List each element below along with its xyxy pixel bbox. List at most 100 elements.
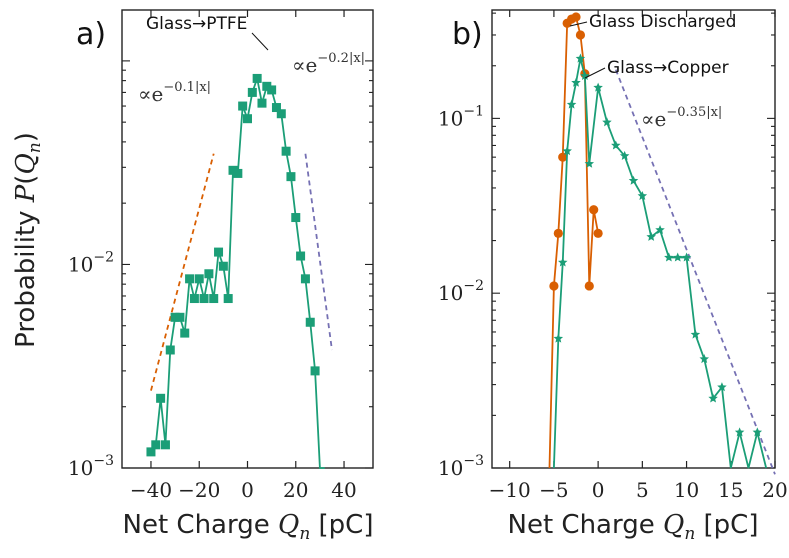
panel-a-fits: ∝e−0.1|x| ∝e−0.2|x|	[138, 51, 365, 391]
data-point	[170, 312, 180, 322]
data-point	[305, 317, 315, 327]
annotation-glass-ptfe: Glass→PTFE	[146, 14, 247, 34]
data-point	[619, 150, 630, 160]
data-point	[589, 205, 599, 215]
data-point	[575, 30, 586, 40]
data-point	[575, 53, 586, 63]
x-tick-label: 15	[718, 478, 743, 502]
fit-line	[614, 69, 776, 475]
x-tick-label: 0	[241, 478, 254, 502]
data-point	[557, 257, 568, 267]
data-point	[566, 99, 577, 109]
panel-a: a) −40 −20 0 20 40 10−2 10−3 ∝e−0.1|x| ∝e−0.2|x…	[68, 9, 374, 544]
panel-b-frame	[491, 9, 776, 469]
data-point	[175, 312, 185, 322]
panel-a-ticks: −40 −20 0 20 40 10−2 10−3	[68, 10, 373, 502]
data-point	[593, 82, 603, 92]
annotation-glass-copper: Glass→Copper	[607, 58, 729, 78]
data-point	[628, 175, 639, 185]
x-tick-label: 40	[331, 478, 356, 502]
annotation-glass-discharged: Glass Discharged	[589, 12, 736, 32]
x-tick-label: −40	[130, 478, 172, 502]
data-point	[257, 98, 267, 108]
x-tick-label: 20	[762, 478, 787, 502]
data-point	[228, 165, 238, 175]
data-point	[165, 345, 175, 355]
y-axis-label: Probability P(Qn)	[11, 132, 45, 348]
data-point	[690, 329, 701, 339]
data-point	[584, 281, 594, 291]
x-tick-label: −5	[539, 478, 568, 502]
data-point	[247, 87, 257, 97]
data-point	[146, 447, 156, 457]
data-point	[553, 228, 563, 238]
panel-b-series	[548, 12, 768, 469]
panel-b-label: b)	[452, 17, 483, 52]
data-point	[562, 146, 572, 156]
data-point	[267, 85, 277, 95]
y-tick-label: 10−3	[68, 453, 114, 480]
data-point	[558, 152, 568, 162]
data-point	[199, 294, 209, 304]
data-point	[223, 294, 233, 304]
data-point	[699, 354, 710, 364]
data-point	[151, 440, 161, 450]
data-point	[717, 382, 727, 392]
data-point	[681, 252, 692, 262]
y-tick-label: 10−1	[438, 103, 484, 130]
data-point	[243, 114, 252, 124]
data-point	[584, 158, 595, 168]
fit-label: ∝e−0.2|x|	[292, 51, 365, 77]
data-point	[281, 146, 291, 156]
data-point	[571, 77, 581, 87]
panel-b-ticks: −10 −5 0 5 10 15 20 10−1 10−2 10−3	[438, 10, 788, 502]
x-tick-label: −10	[489, 478, 531, 502]
data-point	[204, 269, 214, 279]
x-tick-label: 0	[592, 478, 605, 502]
data-point	[291, 213, 301, 223]
data-point	[160, 440, 170, 450]
data-point	[611, 140, 621, 150]
data-point	[271, 103, 281, 113]
data-point	[310, 366, 320, 376]
data-point	[664, 252, 674, 262]
data-point	[286, 172, 296, 182]
fit-label: ∝e−0.35|x|	[641, 105, 722, 131]
data-point	[252, 73, 262, 83]
panel-a-x-axis-label: Net Charge Qn [pC]	[123, 510, 374, 544]
data-point	[194, 274, 204, 284]
data-point	[708, 393, 718, 403]
panel-a-series	[146, 73, 325, 469]
fit-line	[150, 153, 215, 391]
y-tick-label: 10−2	[68, 249, 114, 276]
annotation-glass-ptfe-pointer	[251, 32, 269, 51]
data-point	[602, 117, 612, 127]
data-point	[734, 427, 745, 437]
y-tick-label: 10−2	[438, 278, 484, 305]
data-point	[209, 294, 219, 304]
data-point	[549, 281, 559, 291]
data-point	[262, 81, 272, 91]
fit-line	[304, 153, 333, 351]
x-tick-label: 20	[283, 478, 308, 502]
data-point	[571, 12, 581, 22]
data-point	[300, 274, 310, 284]
data-point	[185, 274, 195, 284]
x-tick-label: −20	[178, 478, 220, 502]
data-point	[233, 168, 243, 178]
panel-b-x-axis-label: Net Charge Qn [pC]	[508, 510, 759, 544]
data-point	[218, 261, 228, 271]
data-point	[752, 427, 763, 437]
y-tick-label: 10−3	[438, 453, 484, 480]
x-tick-label: 10	[674, 478, 699, 502]
data-point	[672, 252, 683, 262]
data-point	[655, 224, 665, 234]
data-point	[296, 251, 306, 261]
panel-a-label: a)	[76, 17, 106, 52]
series-line	[150, 74, 325, 469]
x-tick-label: 5	[636, 478, 649, 502]
fit-label: ∝e−0.1|x|	[138, 80, 211, 106]
data-point	[637, 190, 648, 200]
